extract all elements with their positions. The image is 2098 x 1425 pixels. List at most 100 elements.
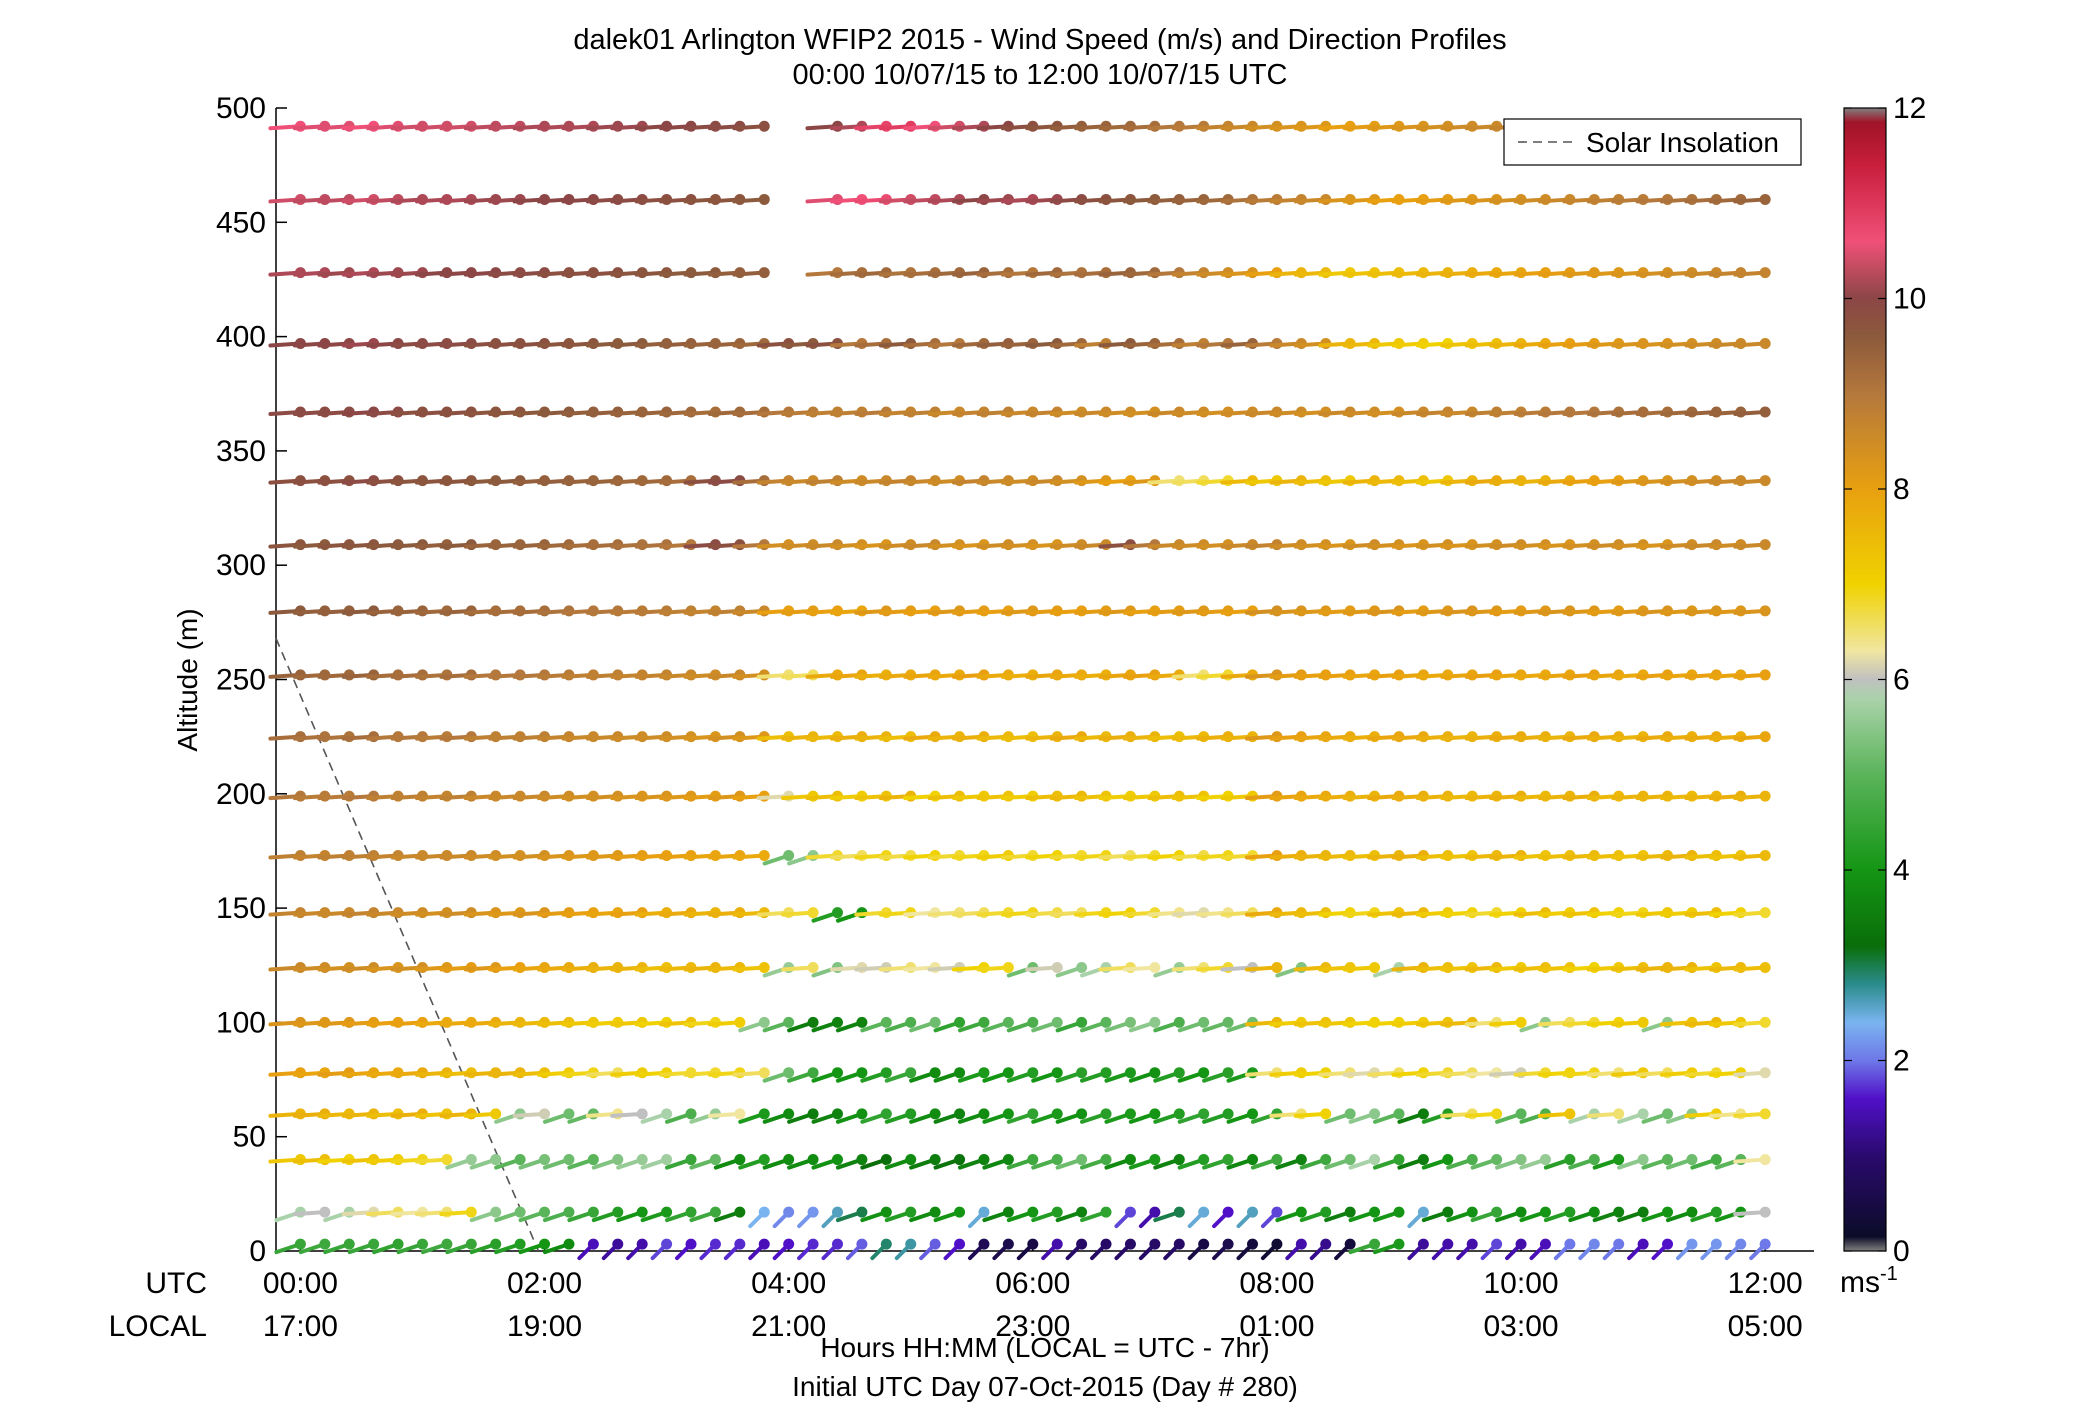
wind-barb <box>933 1154 966 1170</box>
wind-barb <box>1733 475 1771 487</box>
wind-barb <box>884 1016 917 1033</box>
wind-barb <box>1690 1154 1722 1170</box>
wind-barb <box>1104 1067 1136 1083</box>
wind-barb <box>1568 1206 1600 1223</box>
x-tick-label-utc: 12:00 <box>1728 1267 1803 1300</box>
wind-barb <box>1177 1067 1210 1083</box>
y-tick-label: 200 <box>216 778 266 811</box>
wind-barb <box>1733 193 1771 205</box>
wind-barb <box>1665 1206 1698 1223</box>
wind-barb <box>1138 1238 1161 1261</box>
wind-barb <box>748 1238 770 1261</box>
wind-barb <box>542 1154 575 1170</box>
wind-barb <box>1138 1206 1161 1229</box>
wind-barb <box>738 1016 770 1033</box>
wind-barb <box>626 1238 648 1261</box>
y-tick-label: 100 <box>216 1006 266 1039</box>
colorbar-tick-label: 2 <box>1893 1045 1910 1078</box>
wind-barb <box>1470 1154 1503 1170</box>
wind-barb <box>469 1154 502 1170</box>
colorbar-unit-base: ms <box>1840 1266 1880 1299</box>
wind-barb <box>469 1238 502 1255</box>
wind-barb <box>689 1154 721 1170</box>
colorbar-tick-label: 8 <box>1893 473 1910 506</box>
wind-barb <box>943 1238 966 1261</box>
wind-barb <box>1665 1154 1698 1170</box>
wind-barb <box>835 1108 868 1124</box>
wind-barb <box>1226 1108 1259 1124</box>
wind-barb <box>274 1238 306 1255</box>
wind-barb <box>811 907 843 923</box>
wind-barb <box>469 1206 502 1223</box>
wind-barb <box>835 1067 868 1083</box>
wind-barb <box>933 1206 966 1223</box>
wind-barb <box>1226 1154 1259 1170</box>
wind-barb <box>1733 669 1771 681</box>
wind-barb <box>414 1154 453 1166</box>
wind-barb <box>542 1238 575 1255</box>
wind-barb <box>1128 1016 1161 1033</box>
wind-barb <box>1334 1238 1356 1261</box>
wind-barb <box>1128 1067 1161 1083</box>
wind-barb <box>1202 1067 1234 1083</box>
wind-barb <box>1348 1206 1381 1223</box>
wind-barb <box>577 1238 599 1261</box>
wind-barb <box>982 1108 1014 1124</box>
wind-barb <box>591 1154 624 1170</box>
wind-barb <box>762 1016 795 1033</box>
wind-barb <box>762 1067 795 1083</box>
y-tick-label: 250 <box>216 664 266 697</box>
wind-barb <box>610 1108 648 1120</box>
wind-barb <box>1031 1154 1063 1170</box>
wind-barb <box>1397 1154 1429 1170</box>
wind-barb <box>601 1238 624 1261</box>
wind-barb <box>616 1206 648 1223</box>
wind-barb <box>1177 1154 1210 1170</box>
wind-barb <box>1553 1238 1576 1261</box>
x-axis-label-day: Initial UTC Day 07-Oct-2015 (Day # 280) <box>792 1371 1298 1402</box>
wind-barb <box>957 1016 990 1033</box>
wind-barb <box>811 1016 843 1033</box>
wind-barb <box>713 1154 746 1170</box>
legend: Solar Insolation <box>1503 118 1802 166</box>
wind-barb <box>845 1238 868 1261</box>
wind-barb <box>992 1238 1014 1261</box>
wind-barb <box>1611 1016 1649 1028</box>
wind-barb <box>1505 1238 1527 1261</box>
y-tick-label: 50 <box>233 1121 266 1154</box>
wind-barb <box>1342 962 1381 974</box>
wind-barb <box>1733 1154 1771 1166</box>
colorbar: 0 2 4 6 8 10 12 ms-1 <box>1840 92 1926 1299</box>
colorbar-ticks: 0 2 4 6 8 10 12 <box>1844 92 1926 1268</box>
wind-barb <box>542 1206 575 1223</box>
wind-barb <box>1244 962 1283 974</box>
wind-barb <box>1690 1206 1722 1223</box>
wind-barb <box>1236 1206 1259 1229</box>
wind-barbs <box>268 120 1771 1261</box>
wind-barb <box>1260 1206 1283 1229</box>
x-axis-ticks: 00:00 17:00 02:00 19:00 04:00 21:00 06:00 23:00… <box>263 1240 1803 1343</box>
colorbar-unit: ms-1 <box>1840 1263 1898 1299</box>
wind-barb <box>1202 1016 1234 1033</box>
wind-barb <box>1641 1206 1674 1223</box>
wind-barb <box>1446 1206 1478 1223</box>
wind-barb <box>1153 1016 1185 1033</box>
x-tick-label-local: 01:00 <box>1239 1310 1314 1343</box>
wind-barb <box>567 1154 599 1170</box>
wind-barb <box>1055 962 1088 978</box>
wind-barb <box>347 1238 380 1255</box>
wind-barb <box>1006 1016 1039 1033</box>
wind-barb <box>420 1238 453 1255</box>
y-axis-label: Altitude (m) <box>172 608 203 751</box>
wind-barb <box>909 1067 941 1083</box>
plot-area <box>275 108 1814 1252</box>
wind-barb <box>1260 1238 1283 1261</box>
wind-barb <box>1250 1154 1283 1170</box>
colorbar-tick-label: 10 <box>1893 283 1926 316</box>
wind-barb <box>821 1238 843 1261</box>
wind-barb <box>439 1206 477 1218</box>
y-tick-label: 350 <box>216 435 266 468</box>
wind-barb <box>835 1016 868 1033</box>
wind-barb <box>463 1108 502 1120</box>
wind-barb <box>665 1154 697 1170</box>
